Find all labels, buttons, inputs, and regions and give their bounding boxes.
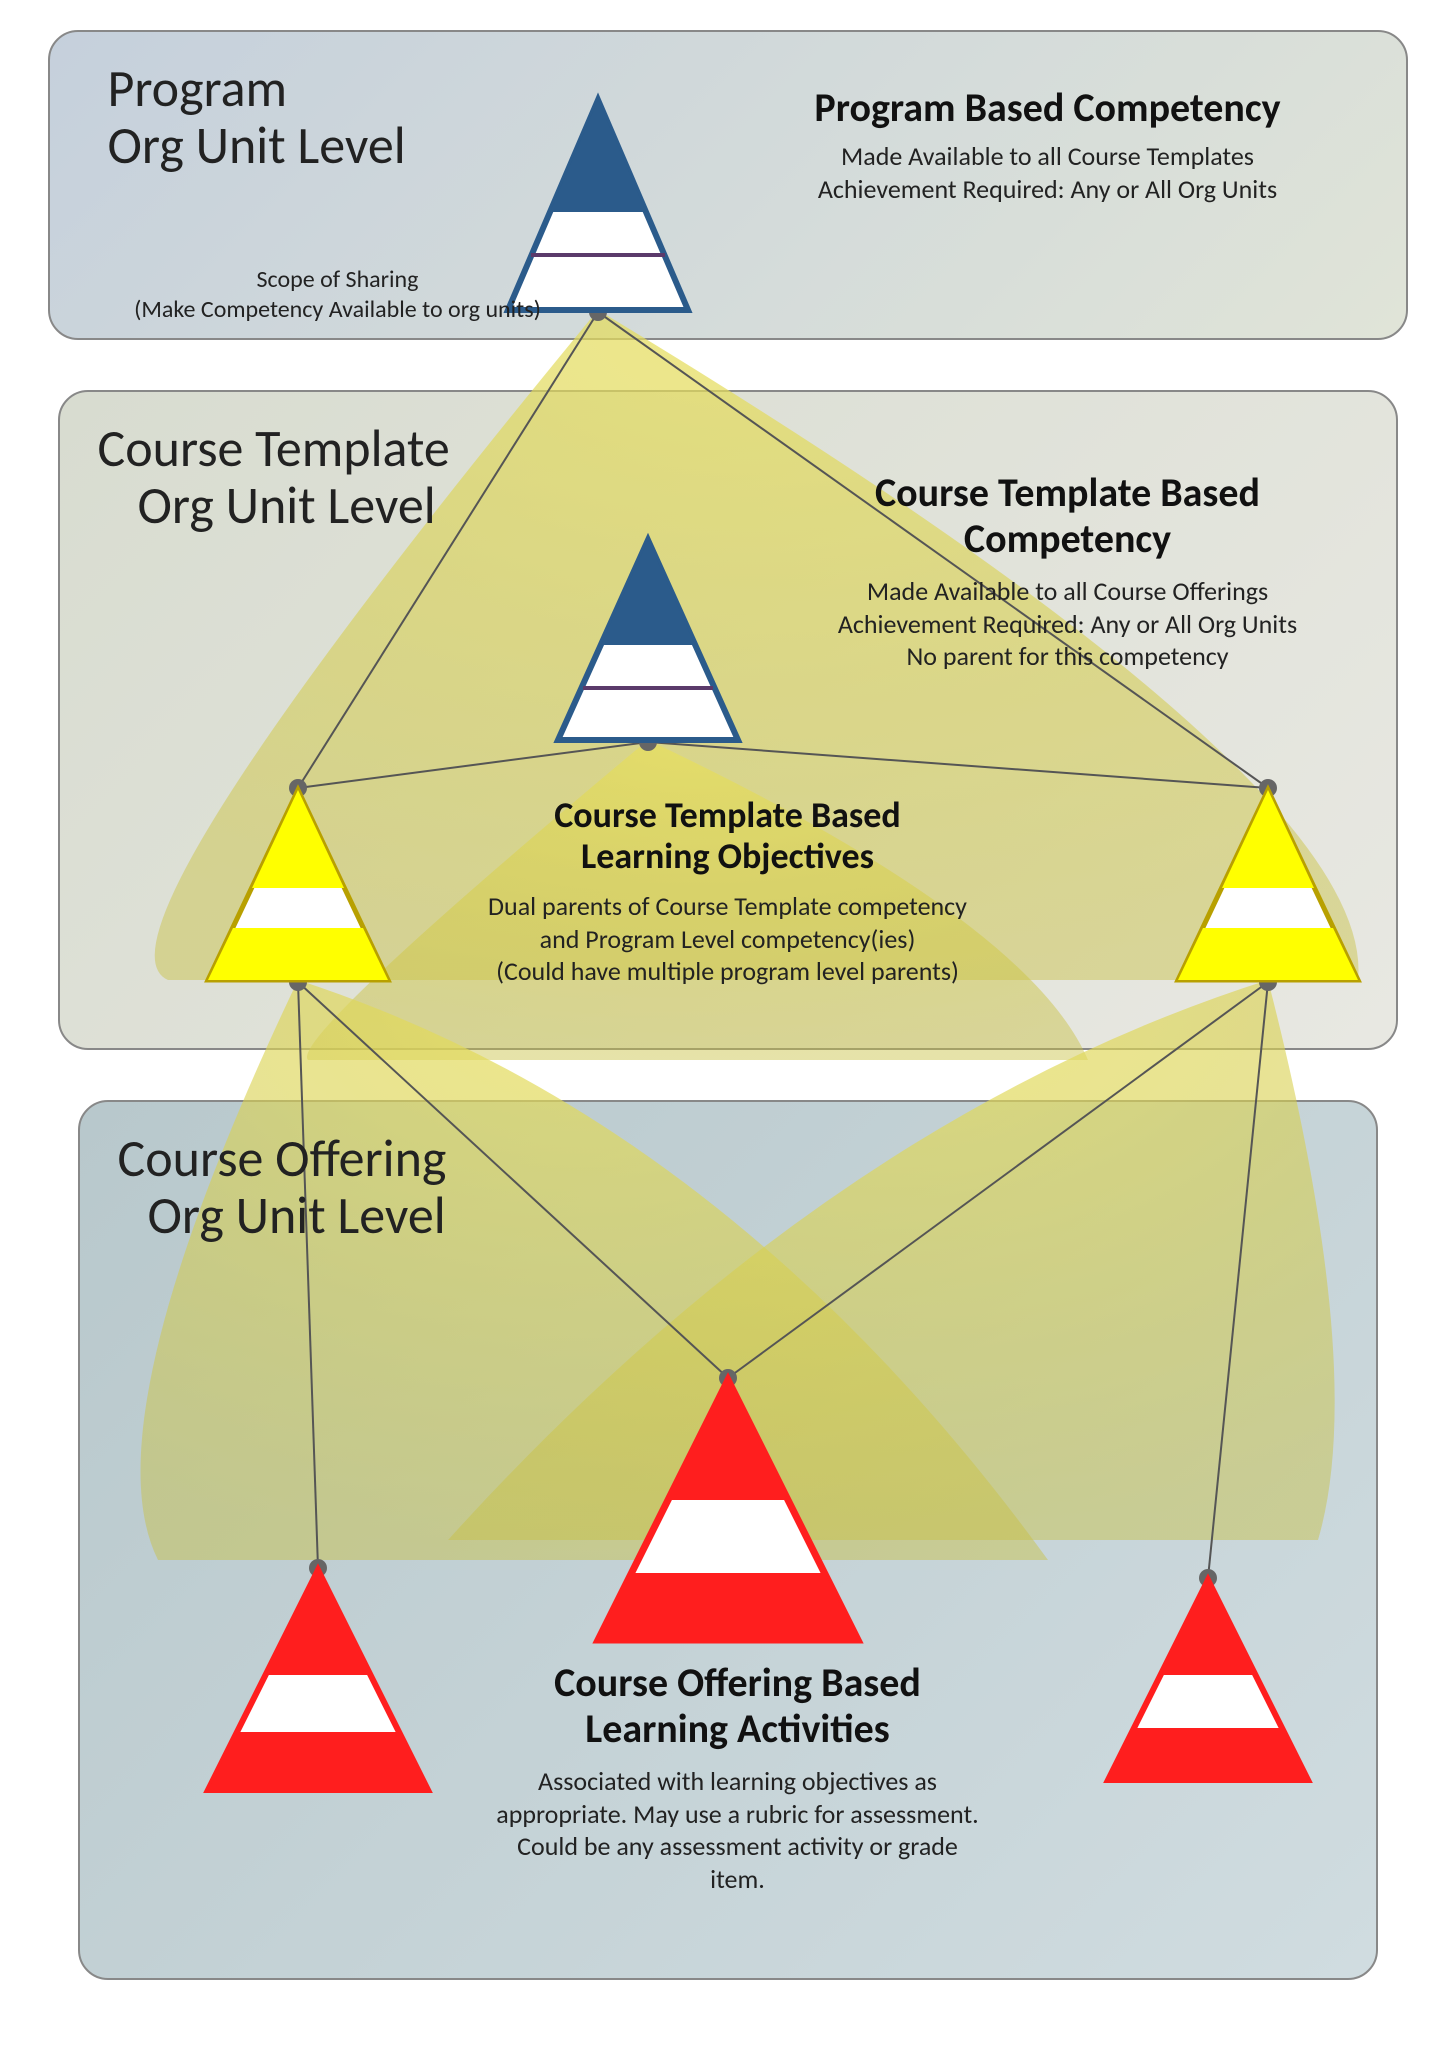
text: item. (710, 1863, 765, 1895)
text: Learning Activities (585, 1704, 889, 1753)
text: Course Offering (118, 1126, 447, 1190)
template-competency-title: Course Template Based Competency (728, 470, 1408, 562)
text: Achievement Required: Any or All Org Uni… (838, 608, 1297, 640)
learning-objectives-desc: Dual parents of Course Template competen… (388, 890, 1068, 988)
learning-activities-desc: Associated with learning objectives as a… (398, 1765, 1078, 1895)
text: and Program Level competency(ies) (540, 923, 916, 955)
text: Made Available to all Course Templates (841, 140, 1254, 172)
text: Could be any assessment activity or grad… (517, 1830, 958, 1862)
template-competency-desc: Made Available to all Course Offerings A… (728, 575, 1408, 673)
text: Course Template Based (554, 793, 900, 837)
text: Achievement Required: Any or All Org Uni… (818, 173, 1277, 205)
text: (Could have multiple program level paren… (496, 955, 959, 987)
learning-activities-title: Course Offering Based Learning Activitie… (428, 1660, 1048, 1752)
text: Scope of Sharing (257, 265, 419, 294)
text: Competency (964, 514, 1171, 563)
diagram-canvas: Program Org Unit Level Program Based Com… (28, 20, 1428, 2020)
text: Course Template (98, 416, 450, 480)
text: Learning Objectives (581, 834, 874, 878)
text: Course Template Based (875, 468, 1260, 517)
text: Org Unit Level (98, 473, 436, 537)
program-level-title: Program Org Unit Level (108, 60, 406, 174)
text: (Make Competency Available to org units) (134, 295, 541, 324)
learning-objectives-title: Course Template Based Learning Objective… (388, 795, 1068, 878)
text: Org Unit Level (108, 113, 406, 177)
text: Program (108, 56, 288, 120)
text: Org Unit Level (118, 1183, 446, 1247)
text: Made Available to all Course Offerings (867, 575, 1268, 607)
text: Associated with learning objectives as (538, 1765, 937, 1797)
text: Course Offering Based (554, 1658, 921, 1707)
offering-level-title: Course Offering Org Unit Level (118, 1130, 447, 1244)
text: appropriate. May use a rubric for assess… (496, 1798, 978, 1830)
text: No parent for this competency (906, 640, 1228, 672)
program-competency-desc: Made Available to all Course Templates A… (668, 140, 1428, 205)
program-competency-title: Program Based Competency (688, 85, 1408, 131)
text: Dual parents of Course Template competen… (488, 890, 967, 922)
template-level-title: Course Template Org Unit Level (98, 420, 450, 534)
text: Program Based Competency (814, 83, 1280, 132)
scope-of-sharing: Scope of Sharing (Make Competency Availa… (88, 265, 588, 325)
